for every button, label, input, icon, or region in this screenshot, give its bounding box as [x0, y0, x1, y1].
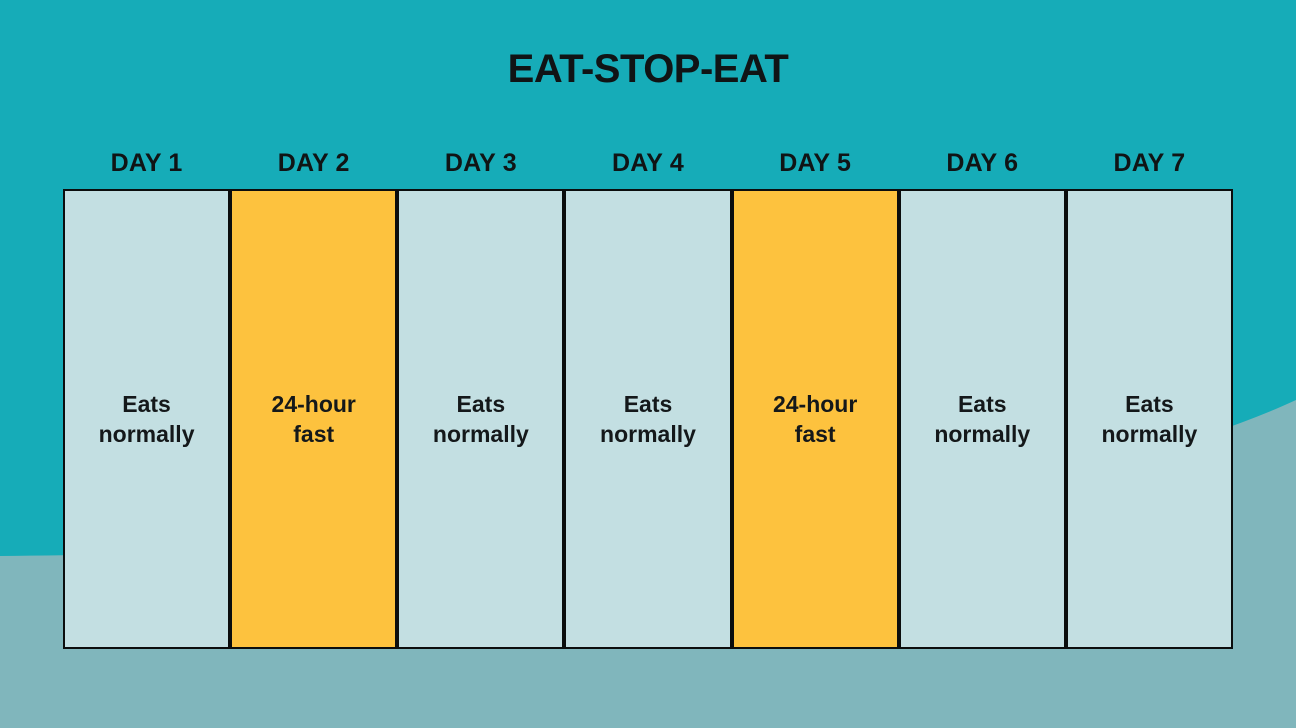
page-title: EAT-STOP-EAT — [507, 47, 789, 91]
day-header-4: DAY 4 — [612, 149, 684, 177]
day-header-6: DAY 6 — [946, 149, 1019, 177]
day-cell-label: normally — [98, 421, 195, 447]
day-cell-label: 24-hour — [772, 391, 858, 417]
day-header-2: DAY 2 — [277, 149, 350, 177]
day-header-5: DAY 5 — [779, 149, 852, 177]
day-column-4: Eats normally — [564, 189, 732, 649]
day-column-1: Eats normally — [63, 189, 231, 649]
day-cell-label: Eats — [957, 391, 1007, 417]
day-column-5: 24-hour fast — [731, 189, 899, 649]
day-cell-label: Eats — [623, 391, 673, 417]
day-cell-label: normally — [432, 421, 529, 447]
day-cell-label: normally — [1101, 421, 1198, 447]
day-cell-label: normally — [934, 421, 1031, 447]
day-cell-label: fast — [794, 421, 836, 447]
day-column-6: Eats normally — [898, 189, 1066, 649]
day-header-1: DAY 1 — [110, 149, 183, 177]
day-cell-label: Eats — [122, 391, 171, 417]
day-cell-label: 24-hour — [271, 391, 356, 417]
day-cell-label: Eats — [456, 391, 506, 417]
day-cell-label: Eats — [1125, 391, 1174, 417]
day-column-7: Eats normally — [1065, 189, 1233, 649]
schedule-table: Eats normally 24-hour fast Eats normally… — [63, 189, 1233, 649]
day-column-2: 24-hour fast — [230, 189, 398, 649]
day-column-3: Eats normally — [397, 189, 565, 649]
day-cell-label: fast — [293, 421, 335, 447]
day-header-7: DAY 7 — [1113, 149, 1186, 177]
day-header-3: DAY 3 — [444, 149, 517, 177]
day-cell-label: normally — [600, 421, 696, 447]
day-header-row: DAY 1 DAY 2 DAY 3 DAY 4 DAY 5 DAY 6 DAY … — [63, 149, 1233, 178]
